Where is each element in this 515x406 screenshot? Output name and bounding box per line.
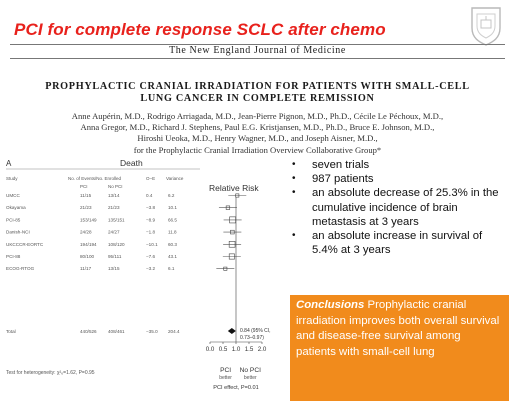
x-tick-label: 1.5 (245, 346, 254, 353)
article-title-line: PROPHYLACTIC CRANIAL IRRADIATION FOR PAT… (45, 81, 470, 92)
o-minus-e: −3.8 (146, 205, 156, 210)
section-title: Death (120, 158, 143, 168)
total-ci-text: 0.73–0.97) (240, 335, 264, 341)
effect-square (229, 216, 236, 224)
total-diamond (227, 328, 236, 334)
effect-square (223, 266, 228, 271)
o-minus-e: −10.1 (146, 242, 158, 247)
variance: 43.1 (168, 254, 177, 259)
total-label: Total (6, 329, 16, 334)
forest-plot-svg: A Death Study No. of Events/No. Enrolled… (6, 158, 271, 391)
conclusion-heading: Conclusions (296, 299, 365, 311)
heterogeneity-test: Test for heterogeneity: χ²₆=1.62, P=0.95 (6, 370, 95, 376)
variance: 66.5 (168, 217, 177, 222)
total-o-minus-e: −35.0 (146, 329, 158, 334)
no-pci-events: 13/15 (108, 266, 120, 271)
no-pci-events: 108/120 (108, 242, 125, 247)
article-title-line: LUNG CANCER IN COMPLETE REMISSION (140, 93, 375, 104)
header-variance: Variance (166, 176, 184, 181)
conclusion-text: Prophylactic cranial irradiation improve… (296, 299, 500, 358)
o-minus-e: −8.9 (146, 217, 156, 222)
variance: 60.3 (168, 242, 177, 247)
variance: 10.1 (168, 205, 177, 210)
pci-events: 11/15 (80, 193, 92, 198)
author-line: Hiroshi Ueoka, M.D., Henry Wagner, M.D.,… (137, 133, 378, 144)
effect-square (225, 205, 231, 210)
header-relative-risk: Relative Risk (209, 183, 259, 193)
study-name: PCI-85 (6, 217, 21, 222)
no-pci-events: 135/151 (108, 217, 125, 222)
key-findings: • seven trials • 987 patients • an absolute… (290, 158, 510, 275)
effect-square (230, 229, 235, 235)
bullet-item: • seven trials (292, 159, 370, 171)
article-title: PROPHYLACTIC CRANIAL IRRADIATION FOR PAT… (10, 81, 505, 105)
study-name: PCI-88 (6, 254, 21, 259)
journal-rule-top (10, 44, 505, 45)
pci-better-label: PCI (220, 367, 231, 374)
study-name: Danish-NCI (6, 230, 30, 235)
variance: 6.2 (168, 193, 175, 198)
study-name: UKCCCR-EORTC (6, 242, 44, 247)
panel-label: A (6, 159, 12, 168)
author-list: Anne Aupérin, M.D., Rodrigo Arriagada, M… (10, 111, 505, 156)
o-minus-e: −7.6 (146, 254, 156, 259)
bullet-item: • 987 patients (292, 173, 374, 186)
total-variance: 204.4 (168, 329, 180, 334)
header-events: No. of Events/No. Enrolled (68, 176, 122, 181)
pci-events: 21/23 (80, 205, 92, 210)
header-pci: PCI (80, 184, 88, 189)
no-pci-events: 24/27 (108, 230, 120, 235)
study-name: Okayama (6, 205, 26, 210)
total-pci-events: 440/526 (80, 329, 97, 334)
x-tick-label: 0.0 (206, 346, 215, 353)
header-o-minus-e: O−E (146, 176, 155, 181)
variance: 6.1 (168, 266, 175, 271)
total-no-pci-events: 408/461 (108, 329, 125, 334)
university-seal-icon (471, 7, 501, 46)
pci-events: 153/149 (80, 217, 97, 222)
journal-rule-bottom (10, 58, 505, 59)
study-name: UMCC (6, 193, 20, 198)
bullet-item: • an absolute decrease of 25.3% in the cu… (292, 187, 499, 228)
pci-events: 11/17 (80, 266, 92, 271)
x-tick-label: 1.0 (232, 346, 241, 353)
effect-square (228, 253, 235, 260)
header-study: Study (6, 176, 18, 181)
journal-name: The New England Journal of Medicine (169, 45, 346, 56)
effect-square (235, 193, 240, 198)
no-pci-events: 21/23 (108, 205, 120, 210)
forest-plot: A Death Study No. of Events/No. Enrolled… (4, 157, 284, 401)
o-minus-e: −1.8 (146, 230, 156, 235)
x-tick-label: 0.5 (219, 346, 228, 353)
conclusion-box: Conclusions Prophylactic cranial irradia… (290, 295, 509, 401)
no-pci-events: 13/14 (108, 193, 120, 198)
pci-better-label: better (219, 375, 232, 381)
no-pci-better-label: No PCI (240, 367, 261, 374)
author-line: Anna Gregor, M.D., Richard J. Stephens, … (80, 122, 435, 133)
author-line: for the Prophylactic Cranial Irradiation… (133, 144, 382, 155)
o-minus-e: −3.2 (146, 266, 156, 271)
total-ci-text: 0.84 (95% CI, (240, 328, 271, 334)
slide-title: PCI for complete response SCLC after che… (14, 20, 386, 39)
variance: 11.8 (168, 230, 177, 235)
o-minus-e: 0.4 (146, 193, 153, 198)
effect-square (228, 241, 236, 248)
pci-effect-pvalue: PCI effect, P=0.01 (213, 385, 258, 391)
pci-events: 194/194 (80, 242, 97, 247)
x-tick-label: 2.0 (258, 346, 267, 353)
pci-events: 24/28 (80, 230, 92, 235)
pci-events: 80/100 (80, 254, 94, 259)
bullet-item: • an absolute increase in survival of 5.4… (292, 230, 483, 257)
header-no-pci: No PCI (108, 184, 123, 189)
no-pci-events: 95/111 (108, 254, 122, 259)
author-line: Anne Aupérin, M.D., Rodrigo Arriagada, M… (71, 111, 444, 121)
no-pci-better-label: better (244, 375, 257, 381)
study-name: ECOG-RTOG (6, 266, 35, 271)
